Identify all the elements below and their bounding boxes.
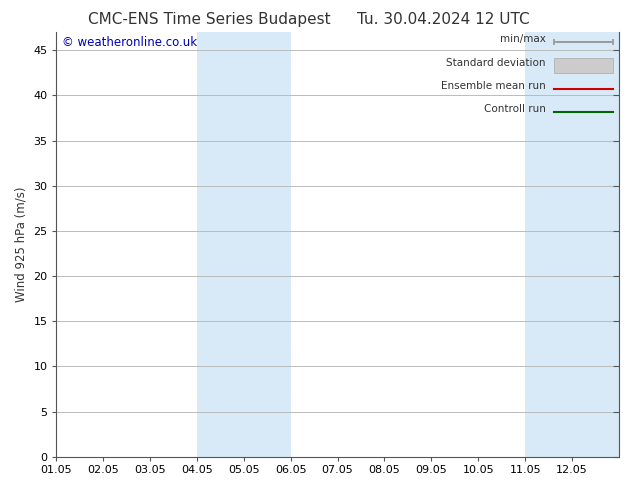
Text: Ensemble mean run: Ensemble mean run — [441, 81, 546, 91]
Bar — [197, 32, 290, 457]
Text: Standard deviation: Standard deviation — [446, 58, 546, 68]
Text: Controll run: Controll run — [484, 104, 546, 114]
Text: CMC-ENS Time Series Budapest: CMC-ENS Time Series Budapest — [88, 12, 330, 27]
Text: min/max: min/max — [500, 34, 546, 44]
FancyBboxPatch shape — [554, 58, 613, 73]
Y-axis label: Wind 925 hPa (m/s): Wind 925 hPa (m/s) — [15, 187, 28, 302]
Text: Tu. 30.04.2024 12 UTC: Tu. 30.04.2024 12 UTC — [358, 12, 530, 27]
Bar — [525, 32, 619, 457]
Text: © weatheronline.co.uk: © weatheronline.co.uk — [61, 36, 197, 49]
